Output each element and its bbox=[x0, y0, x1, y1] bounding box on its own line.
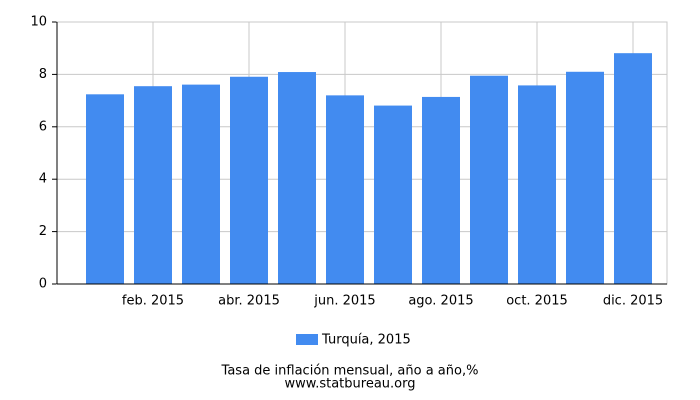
chart-subtitle: www.statbureau.org bbox=[285, 377, 416, 392]
x-tick-label: feb. 2015 bbox=[122, 294, 184, 309]
bar bbox=[326, 95, 364, 284]
legend-swatch bbox=[296, 334, 318, 345]
bar bbox=[134, 86, 172, 284]
bar bbox=[182, 84, 220, 284]
bar bbox=[470, 75, 508, 285]
y-tick-label: 10 bbox=[30, 15, 47, 30]
x-tick-label: dic. 2015 bbox=[603, 294, 663, 309]
y-tick-label: 8 bbox=[39, 67, 47, 82]
x-tick-label: oct. 2015 bbox=[506, 294, 568, 309]
bar bbox=[278, 72, 316, 285]
bar bbox=[230, 76, 268, 285]
legend-label: Turquía, 2015 bbox=[321, 333, 411, 348]
x-tick-label: abr. 2015 bbox=[218, 294, 280, 309]
chart-title: Tasa de inflación mensual, año a año,% bbox=[221, 364, 479, 379]
bar bbox=[422, 96, 460, 284]
bar bbox=[518, 85, 556, 285]
y-tick-label: 2 bbox=[39, 224, 47, 239]
x-tick-label: jun. 2015 bbox=[313, 294, 375, 309]
bar bbox=[614, 53, 652, 284]
bar bbox=[86, 94, 124, 284]
x-tick-label: ago. 2015 bbox=[408, 294, 473, 309]
bar bbox=[566, 71, 604, 284]
y-tick-label: 4 bbox=[39, 172, 47, 187]
bar bbox=[374, 105, 412, 284]
y-tick-label: 6 bbox=[39, 119, 47, 134]
y-tick-label: 0 bbox=[39, 277, 47, 292]
